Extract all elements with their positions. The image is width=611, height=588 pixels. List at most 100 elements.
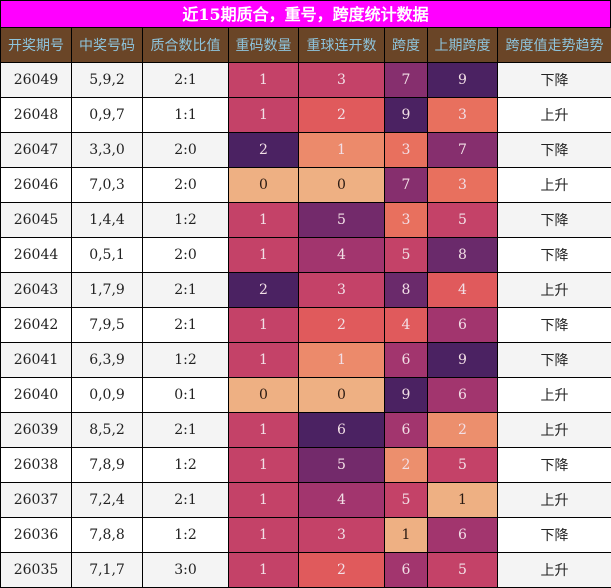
cell-ratio: 1:1 xyxy=(142,97,229,133)
cell-ratio: 0:1 xyxy=(142,377,229,413)
cell-span: 6 xyxy=(384,412,428,448)
col-header-issue: 开奖期号 xyxy=(0,27,72,63)
cell-prev-span: 6 xyxy=(427,377,498,413)
table-row: 26040 0,0,9 0:1 0 0 9 6 上升 xyxy=(0,377,611,413)
cell-span: 9 xyxy=(384,97,428,133)
cell-numbers: 6,3,9 xyxy=(71,342,143,378)
cell-trend: 上升 xyxy=(497,97,611,133)
cell-trend: 下降 xyxy=(497,307,611,343)
cell-span: 5 xyxy=(384,237,428,273)
cell-streak: 0 xyxy=(298,167,385,203)
cell-prev-span: 3 xyxy=(427,167,498,203)
cell-ratio: 3:0 xyxy=(142,552,229,588)
cell-issue: 26046 xyxy=(0,167,72,203)
col-header-prev-span: 上期跨度 xyxy=(427,27,498,63)
cell-ratio: 2:1 xyxy=(142,62,229,98)
table-row: 26046 7,0,3 2:0 0 0 7 3 上升 xyxy=(0,167,611,203)
cell-repeat: 0 xyxy=(228,167,299,203)
cell-streak: 2 xyxy=(298,307,385,343)
cell-issue: 26038 xyxy=(0,447,72,483)
cell-numbers: 7,1,7 xyxy=(71,552,143,588)
cell-ratio: 2:1 xyxy=(142,307,229,343)
cell-issue: 26048 xyxy=(0,97,72,133)
table-row: 26049 5,9,2 2:1 1 3 7 9 下降 xyxy=(0,62,611,98)
cell-span: 4 xyxy=(384,307,428,343)
cell-numbers: 7,2,4 xyxy=(71,482,143,518)
page-title: 近15期质合，重号，跨度统计数据 xyxy=(0,0,611,27)
cell-issue: 26041 xyxy=(0,342,72,378)
cell-issue: 26045 xyxy=(0,202,72,238)
cell-repeat: 1 xyxy=(228,342,299,378)
cell-repeat: 1 xyxy=(228,552,299,588)
cell-ratio: 2:0 xyxy=(142,167,229,203)
cell-prev-span: 4 xyxy=(427,272,498,308)
cell-streak: 1 xyxy=(298,342,385,378)
cell-span: 7 xyxy=(384,167,428,203)
cell-repeat: 1 xyxy=(228,482,299,518)
cell-repeat: 1 xyxy=(228,97,299,133)
cell-numbers: 3,3,0 xyxy=(71,132,143,168)
stats-table: 开奖期号 中奖号码 质合数比值 重码数量 重球连开数 跨度 上期跨度 跨度值走势… xyxy=(0,27,611,588)
cell-repeat: 2 xyxy=(228,132,299,168)
cell-span: 5 xyxy=(384,482,428,518)
cell-ratio: 1:2 xyxy=(142,447,229,483)
cell-numbers: 8,5,2 xyxy=(71,412,143,448)
cell-prev-span: 7 xyxy=(427,132,498,168)
cell-prev-span: 5 xyxy=(427,447,498,483)
cell-numbers: 7,8,9 xyxy=(71,447,143,483)
cell-issue: 26044 xyxy=(0,237,72,273)
cell-repeat: 1 xyxy=(228,412,299,448)
col-header-ratio: 质合数比值 xyxy=(142,27,229,63)
cell-span: 2 xyxy=(384,447,428,483)
cell-issue: 26043 xyxy=(0,272,72,308)
cell-trend: 上升 xyxy=(497,482,611,518)
cell-numbers: 7,8,8 xyxy=(71,517,143,553)
cell-repeat: 1 xyxy=(228,202,299,238)
header-row: 开奖期号 中奖号码 质合数比值 重码数量 重球连开数 跨度 上期跨度 跨度值走势… xyxy=(0,27,611,63)
cell-trend: 上升 xyxy=(497,272,611,308)
table-row: 26041 6,3,9 1:2 1 1 6 9 下降 xyxy=(0,342,611,378)
cell-trend: 上升 xyxy=(497,552,611,588)
cell-prev-span: 3 xyxy=(427,97,498,133)
cell-numbers: 5,9,2 xyxy=(71,62,143,98)
cell-repeat: 1 xyxy=(228,517,299,553)
cell-streak: 6 xyxy=(298,412,385,448)
cell-numbers: 1,7,9 xyxy=(71,272,143,308)
cell-streak: 2 xyxy=(298,552,385,588)
cell-streak: 4 xyxy=(298,482,385,518)
cell-trend: 下降 xyxy=(497,447,611,483)
cell-repeat: 1 xyxy=(228,447,299,483)
cell-ratio: 1:2 xyxy=(142,202,229,238)
col-header-repeat: 重码数量 xyxy=(228,27,299,63)
cell-issue: 26049 xyxy=(0,62,72,98)
cell-span: 6 xyxy=(384,342,428,378)
table-row: 26038 7,8,9 1:2 1 5 2 5 下降 xyxy=(0,447,611,483)
table-row: 26048 0,9,7 1:1 1 2 9 3 上升 xyxy=(0,97,611,133)
cell-streak: 3 xyxy=(298,62,385,98)
col-header-numbers: 中奖号码 xyxy=(71,27,143,63)
table-body: 26049 5,9,2 2:1 1 3 7 9 下降 26048 0,9,7 1:1 1 2 9 3 上升 26… xyxy=(0,62,611,588)
cell-trend: 下降 xyxy=(497,62,611,98)
cell-streak: 1 xyxy=(298,132,385,168)
cell-repeat: 1 xyxy=(228,62,299,98)
table-row: 26042 7,9,5 2:1 1 2 4 6 下降 xyxy=(0,307,611,343)
cell-trend: 下降 xyxy=(497,517,611,553)
cell-issue: 26047 xyxy=(0,132,72,168)
cell-repeat: 1 xyxy=(228,307,299,343)
cell-trend: 下降 xyxy=(497,202,611,238)
cell-numbers: 7,9,5 xyxy=(71,307,143,343)
cell-ratio: 1:2 xyxy=(142,517,229,553)
cell-issue: 26042 xyxy=(0,307,72,343)
table-row: 26043 1,7,9 2:1 2 3 8 4 上升 xyxy=(0,272,611,308)
cell-repeat: 0 xyxy=(228,377,299,413)
cell-numbers: 0,0,9 xyxy=(71,377,143,413)
cell-span: 3 xyxy=(384,202,428,238)
cell-span: 6 xyxy=(384,552,428,588)
cell-trend: 上升 xyxy=(497,412,611,448)
cell-numbers: 0,5,1 xyxy=(71,237,143,273)
cell-streak: 5 xyxy=(298,447,385,483)
cell-issue: 26037 xyxy=(0,482,72,518)
cell-issue: 26036 xyxy=(0,517,72,553)
cell-trend: 下降 xyxy=(497,132,611,168)
cell-issue: 26035 xyxy=(0,552,72,588)
